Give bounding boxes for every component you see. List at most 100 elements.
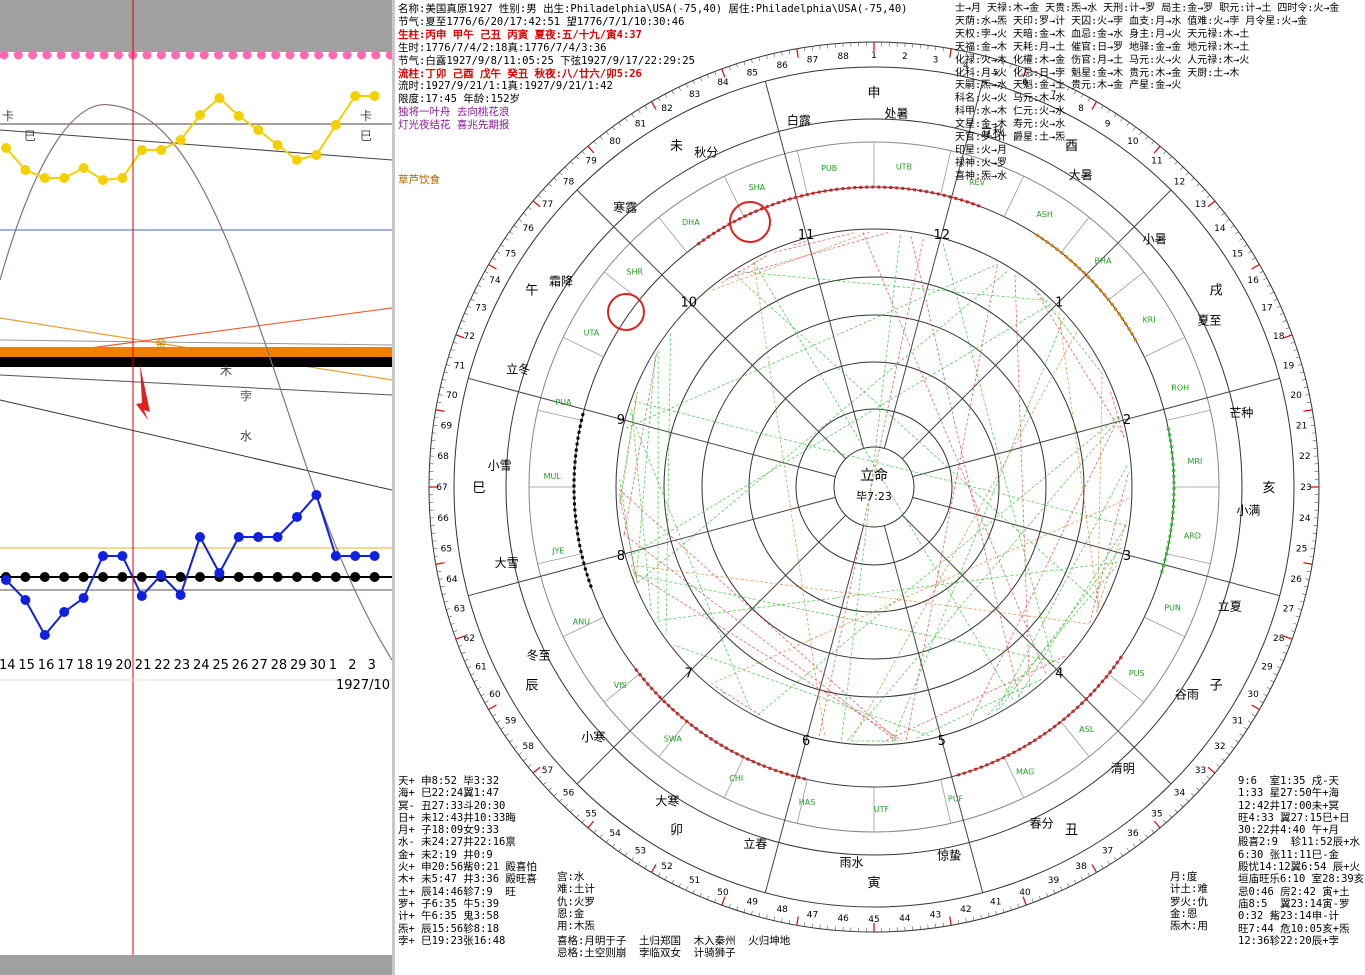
panel-row: 科甲:水→木 仁元:火→水 bbox=[955, 106, 1066, 118]
blue-point bbox=[117, 551, 128, 561]
timeline-pane[interactable]: 卡 巳 卡 巳 金 木 水 孛 14 15 16 17 18 19 20 21 22 23 24 25… bbox=[0, 0, 392, 975]
panel-row: 天权:孛→火 天暗:金→木 血忌:金→水 身主:月→火 天元禄:木→土 bbox=[955, 28, 1250, 40]
degree-number: 38 bbox=[1075, 862, 1087, 872]
pink-dot bbox=[242, 50, 252, 60]
bottom-center-extra: 喜格:月明于子 土归郑国 木入秦州 火归坤地 忌格:土空则崩 孛临双女 计骑狮子 bbox=[557, 935, 790, 960]
branch-glyph-left: 卡 bbox=[2, 109, 14, 123]
panel-row: 计土:难 bbox=[1170, 883, 1208, 896]
degree-number: 77 bbox=[542, 200, 553, 210]
bottom-right-mid: 月:度 计土:难 罗火:仇 金:恩 炁木:用 bbox=[1170, 871, 1208, 932]
pink-dot bbox=[142, 50, 152, 60]
house-number: 5 bbox=[938, 734, 946, 749]
degree-number: 22 bbox=[1299, 452, 1310, 462]
degree-number: 87 bbox=[807, 55, 818, 65]
degree-number: 2 bbox=[902, 52, 908, 62]
blue-point bbox=[214, 568, 225, 578]
panel-row: 日+ 未12:43井10:33晦 bbox=[398, 811, 516, 824]
yellow-point bbox=[20, 165, 31, 175]
degree-number: 53 bbox=[635, 846, 646, 856]
yellow-point bbox=[175, 135, 186, 145]
wheel-center-num: 毕7:23 bbox=[856, 490, 892, 503]
degree-number: 71 bbox=[454, 361, 465, 371]
house-number: 8 bbox=[617, 549, 625, 564]
degree-number: 40 bbox=[1019, 888, 1031, 898]
panel-row: 化科:月→火 化忌:日→孛 魁星:金→木 贵元:木→金 天厨:土→木 bbox=[955, 67, 1240, 79]
yellow-point bbox=[98, 175, 108, 185]
panel-row: 6:30 张11:11巳-金 bbox=[1238, 848, 1340, 861]
mansion-code: ASH bbox=[1036, 210, 1053, 219]
mansion-code: MUL bbox=[544, 472, 562, 481]
mansion-code: ROH bbox=[1171, 383, 1189, 392]
pink-dot bbox=[371, 50, 381, 60]
blue-point bbox=[253, 532, 264, 542]
degree-number: 75 bbox=[505, 249, 516, 259]
pane-splitter[interactable] bbox=[392, 0, 395, 975]
panel-row: 宫:水 bbox=[557, 871, 585, 883]
mansion-code: BHA bbox=[1095, 257, 1113, 266]
mansion-code: ASL bbox=[1079, 725, 1095, 734]
degree-number: 86 bbox=[776, 61, 788, 71]
panel-row: 海+ 巳22:24翼1:47 bbox=[398, 787, 500, 800]
pink-dot bbox=[357, 50, 366, 60]
yellow-point bbox=[195, 110, 205, 120]
pink-dot bbox=[199, 50, 209, 60]
yellow-point bbox=[39, 173, 50, 183]
wood-glyph: 木 bbox=[220, 364, 232, 378]
bottom-left-panel: 天+ 申8:52 毕3:32 海+ 巳22:24翼1:47 冥- 丑27:33斗20… bbox=[398, 775, 537, 947]
panel-row: 月:度 bbox=[1170, 871, 1198, 883]
degree-number: 74 bbox=[489, 276, 501, 286]
chart-header: 名称:美国真原1927 性别:男 出生:Philadelphia\USA(-75… bbox=[398, 3, 907, 132]
black-point bbox=[20, 572, 31, 582]
degree-number: 4 bbox=[963, 61, 969, 71]
degree-number: 30 bbox=[1247, 690, 1259, 700]
day-label: 26 bbox=[231, 658, 249, 673]
panel-row: 月+ 子18:09女9:33 bbox=[398, 824, 500, 837]
mansion-code: ANU bbox=[573, 617, 590, 626]
black-point bbox=[59, 572, 70, 582]
house-number: 12 bbox=[934, 228, 951, 243]
mansion-code: PUB bbox=[821, 164, 837, 173]
black-point bbox=[117, 572, 128, 582]
black-point bbox=[98, 572, 108, 582]
degree-number: 76 bbox=[522, 224, 534, 234]
pink-dot bbox=[228, 50, 238, 60]
blue-point bbox=[1, 575, 11, 585]
blue-point bbox=[39, 630, 50, 640]
mansion-code: HAS bbox=[799, 798, 816, 807]
yellow-point bbox=[156, 145, 167, 155]
pink-dot bbox=[28, 50, 38, 60]
panel-row: 垣庙旺乐6:10 室28:39亥-木 bbox=[1238, 873, 1365, 886]
day-label: 18 bbox=[76, 658, 94, 673]
degree-number: 69 bbox=[441, 422, 453, 432]
yellow-point bbox=[369, 91, 380, 101]
degree-number: 62 bbox=[464, 634, 475, 644]
blue-point bbox=[350, 551, 361, 561]
day-label: 25 bbox=[212, 658, 229, 673]
pink-dot bbox=[99, 50, 109, 60]
pink-dot bbox=[328, 50, 338, 60]
timeline-chart[interactable]: 卡 巳 卡 巳 金 木 水 孛 bbox=[0, 0, 392, 975]
day-label: 27 bbox=[251, 658, 268, 673]
astro-wheel[interactable]: 1 2 34567891011121314151617181920212223242… bbox=[395, 0, 1365, 975]
yellow-point bbox=[59, 173, 70, 183]
house-number: 1 bbox=[1055, 296, 1063, 311]
degree-number: 88 bbox=[837, 52, 849, 62]
house-number: 4 bbox=[1055, 666, 1063, 681]
panel-row: 土+ 辰14:46轸7:9 旺 bbox=[398, 885, 516, 898]
yellow-point bbox=[214, 93, 225, 103]
panel-row: 印星:火→月 bbox=[955, 144, 1008, 156]
degree-number: 73 bbox=[475, 304, 486, 314]
branch-glyph-right: 卡 bbox=[360, 109, 372, 123]
degree-number: 67 bbox=[436, 483, 447, 493]
branch-label: 辰 bbox=[525, 679, 538, 694]
yellow-point bbox=[117, 173, 128, 183]
header-line: 生时:1776/7/4/2:18真:1776/7/4/3:36 bbox=[398, 41, 607, 54]
panel-row: 恩:金 bbox=[557, 907, 585, 920]
panel-row: 用:木炁 bbox=[557, 920, 595, 933]
blue-point bbox=[175, 590, 186, 600]
day-label: 3 bbox=[367, 658, 376, 673]
panel-row: 喜神:炁→水 bbox=[955, 170, 1008, 182]
branch-label: 亥 bbox=[1262, 481, 1275, 496]
solar-term: 立秋 bbox=[981, 124, 1005, 139]
degree-number: 52 bbox=[661, 862, 672, 872]
